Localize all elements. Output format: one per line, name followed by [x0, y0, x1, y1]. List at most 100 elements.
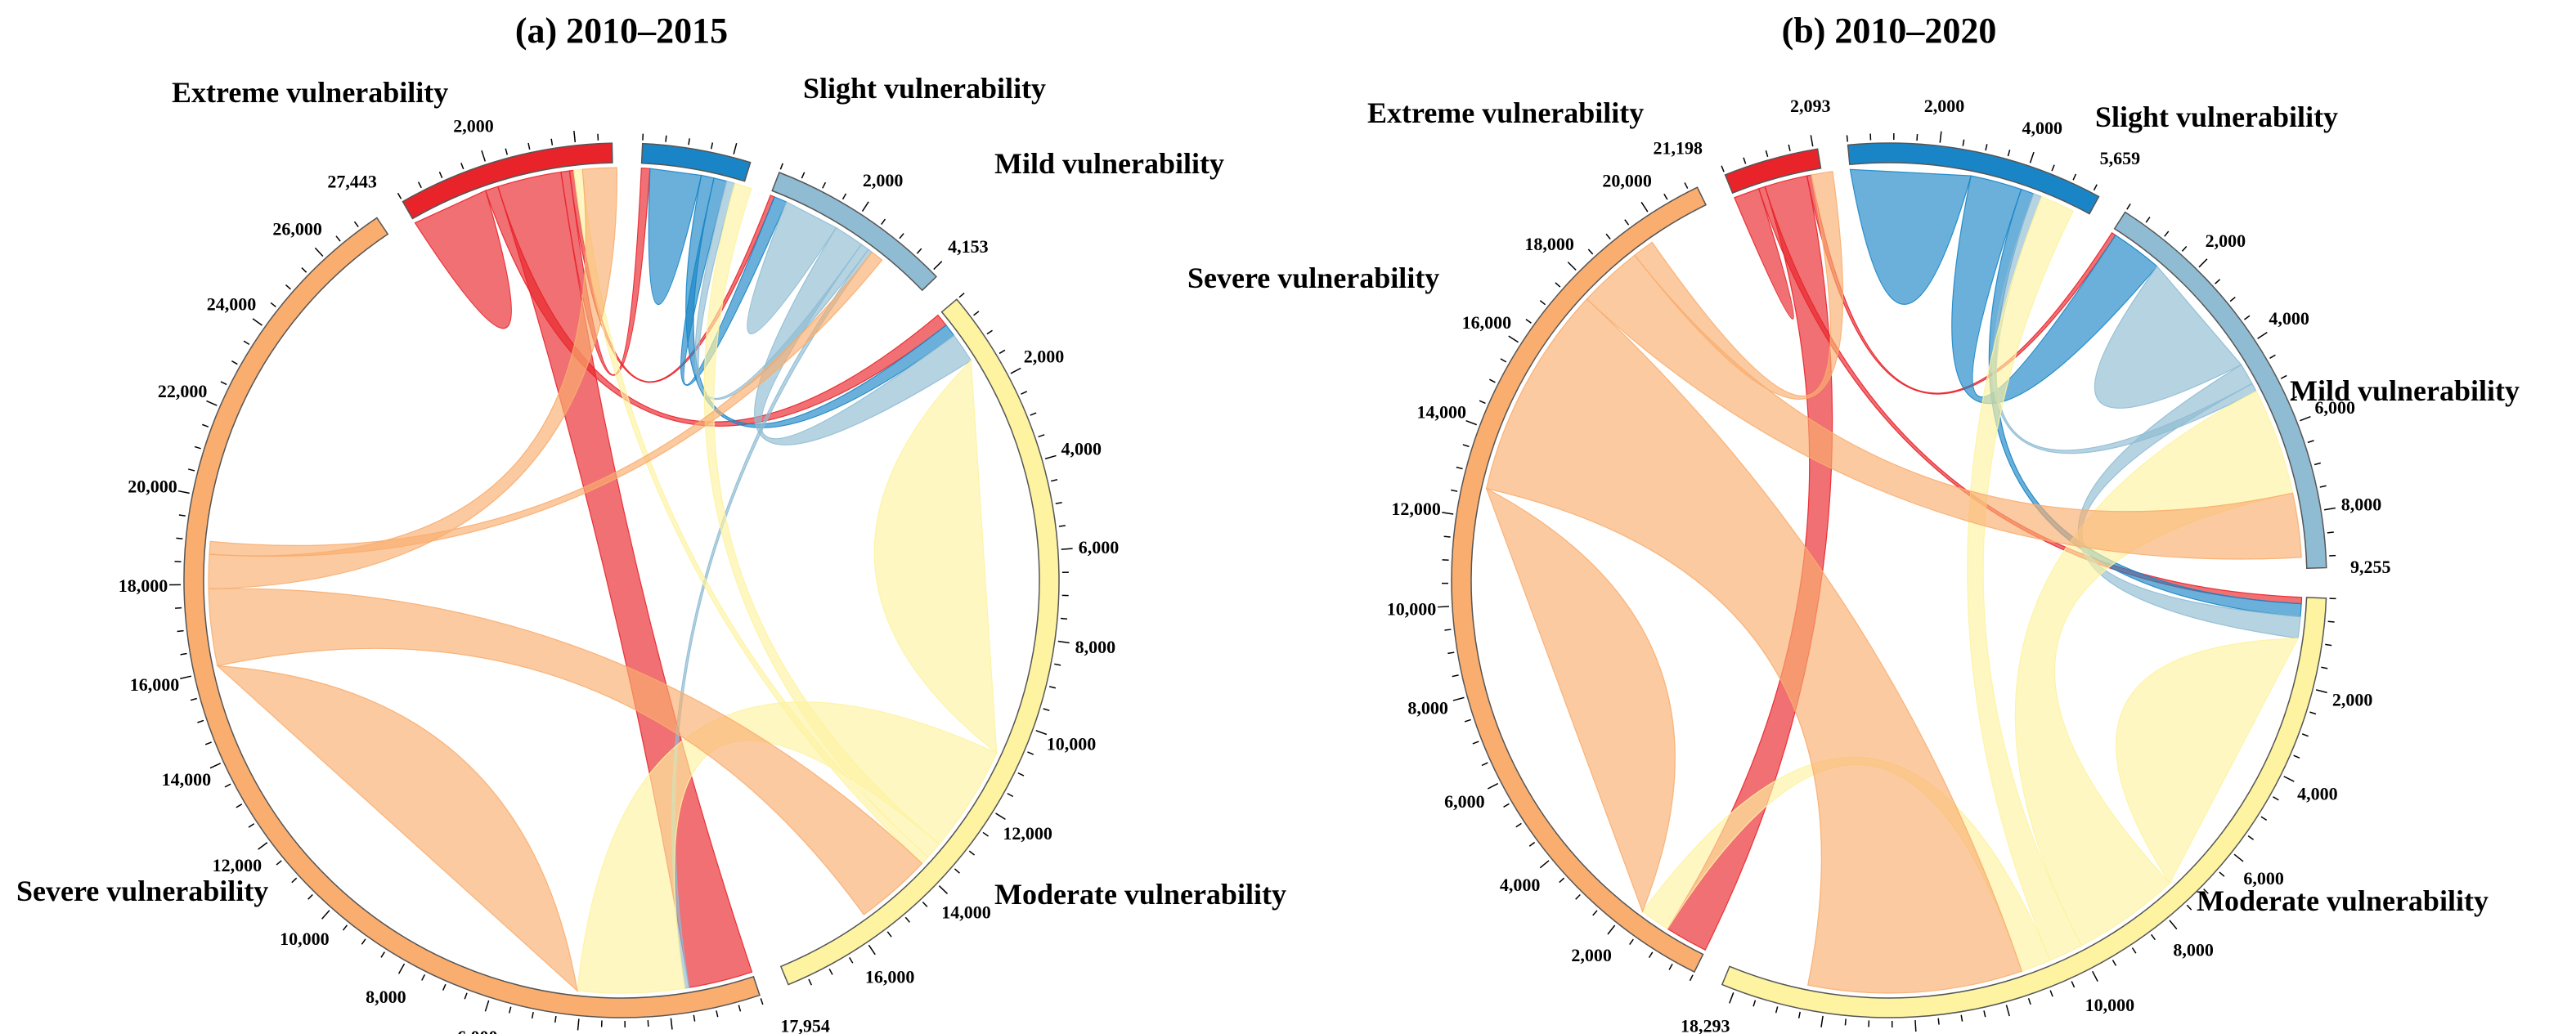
tick-severe-11500 [1443, 535, 1451, 538]
chord-severe-to-severe [216, 665, 578, 992]
tick-severe-5500 [1503, 803, 1510, 808]
tick-slight-2000 [1939, 131, 1942, 143]
tick-moderate-0 [958, 292, 965, 298]
tick-severe-21500 [202, 423, 209, 427]
tick-moderate-5500 [2247, 835, 2255, 840]
tick-mild-3000 [899, 233, 904, 239]
tick-severe-2000 [670, 1018, 673, 1030]
tick-moderate-11500 [2027, 998, 2031, 1005]
tick-extreme-1000 [1765, 150, 1769, 158]
tick-moderate-6500 [2219, 871, 2225, 877]
tick-moderate-7500 [1060, 617, 1068, 620]
tick-severe-15500 [190, 697, 197, 701]
tick-mild-2000 [2198, 258, 2208, 268]
tick-severe-0 [1689, 974, 1694, 982]
panel-b-label-moderate: Moderate vulnerability [2197, 884, 2488, 917]
tick-extreme-500 [417, 181, 422, 189]
tick-severe-9500 [1444, 629, 1452, 631]
tick-moderate-5000 [1055, 502, 1062, 504]
tick-moderate-16500 [848, 957, 854, 964]
tick-extreme-0 [1721, 165, 1725, 172]
tick-severe-17000 [177, 629, 184, 633]
panel-a: (a) 2010–2015 2,000 2,000 4,153 2,000 4,000 6… [16, 11, 1286, 1034]
tick-moderate-1000 [986, 329, 993, 335]
tick-severe-24000 [252, 318, 263, 326]
panel-a-label-severe: Severe vulnerability [16, 875, 268, 907]
panel-a-label-extreme: Extreme vulnerability [172, 76, 448, 109]
tick-label-severe-18000: 18,000 [119, 575, 168, 596]
total-label-slight: 5,659 [2100, 148, 2141, 168]
tick-severe-12000 [258, 842, 268, 850]
chord-moderate-to-slight [703, 182, 940, 858]
chord-extreme-to-mild [1806, 174, 2116, 395]
tick-moderate-16000 [1820, 1015, 1824, 1027]
tick-label-severe-16000: 16,000 [1462, 312, 1512, 333]
tick-label-moderate-6000: 6,000 [1079, 537, 1120, 557]
tick-severe-4000 [1539, 860, 1550, 869]
tick-slight-5500 [2093, 184, 2098, 191]
tick-moderate-11500 [1007, 792, 1014, 798]
tick-severe-10000 [321, 910, 330, 920]
tick-severe-18500 [1587, 248, 1594, 255]
tick-label-moderate-10000: 10,000 [1047, 733, 1097, 754]
tick-label-severe-14000: 14,000 [1416, 401, 1466, 422]
tick-mild-6000 [2300, 415, 2311, 422]
panel-b-label-slight: Slight vulnerability [2095, 101, 2338, 133]
tick-mild-1500 [2181, 245, 2188, 252]
tick-severe-21000 [1684, 182, 1689, 189]
tick-severe-18000 [1567, 262, 1577, 271]
total-label-mild: 9,255 [2350, 557, 2391, 577]
tick-moderate-10500 [1027, 751, 1034, 755]
panel-a-arcs [183, 142, 1060, 1018]
tick-moderate-14000 [1914, 1020, 1917, 1032]
tick-label-severe-6000: 6,000 [457, 1027, 498, 1034]
tick-moderate-13500 [954, 868, 960, 874]
chord-severe-to-mild [209, 251, 883, 557]
tick-moderate-2000 [2315, 689, 2327, 694]
tick-severe-20000 [177, 490, 190, 495]
tick-moderate-8500 [1054, 663, 1061, 666]
tick-moderate-17500 [1752, 1000, 1757, 1007]
tick-moderate-17000 [1775, 1006, 1779, 1014]
total-label-severe: 21,198 [1654, 138, 1703, 159]
tick-severe-22000 [206, 400, 218, 406]
tick-severe-8500 [380, 951, 385, 958]
chord-extreme-to-extreme [1734, 188, 1794, 320]
tick-severe-2000 [1607, 924, 1616, 935]
tick-mild-7500 [2319, 485, 2327, 488]
tick-moderate-4000 [2283, 776, 2295, 782]
tick-severe-13500 [224, 783, 231, 788]
tick-severe-0 [760, 998, 764, 1005]
tick-label-moderate-4000: 4,000 [2297, 783, 2338, 803]
tick-severe-14000 [1465, 419, 1478, 426]
arc-slight [1847, 142, 2100, 215]
tick-moderate-7000 [2203, 889, 2209, 894]
tick-severe-6500 [464, 992, 468, 1000]
tick-severe-26500 [335, 235, 341, 242]
tick-severe-14500 [204, 741, 212, 745]
tick-moderate-3000 [2301, 733, 2309, 737]
tick-severe-1500 [1629, 938, 1634, 945]
tick-severe-8000 [397, 963, 406, 974]
tick-mild-8500 [2327, 531, 2334, 534]
tick-moderate-12500 [1983, 1010, 1986, 1018]
tick-slight-1500 [710, 142, 714, 150]
tick-label-moderate-10000: 10,000 [2085, 995, 2135, 1015]
panel-a-label-slight: Slight vulnerability [803, 72, 1046, 105]
tick-label-severe-8000: 8,000 [1407, 698, 1448, 718]
tick-severe-21000 [194, 445, 201, 450]
total-label-extreme: 2,093 [1790, 96, 1831, 116]
tick-mild-500 [2145, 217, 2151, 223]
tick-severe-11000 [291, 877, 298, 884]
tick-severe-15500 [1500, 358, 1507, 363]
tick-severe-16500 [1525, 318, 1532, 324]
tick-moderate-12500 [982, 831, 990, 837]
tick-extreme-2000 [481, 150, 486, 162]
tick-severe-17500 [1555, 282, 1561, 288]
tick-label-mild-4000: 4,000 [2269, 308, 2309, 329]
tick-severe-12000 [1442, 512, 1454, 515]
panel-b-title: (b) 2010–2020 [1782, 11, 1997, 51]
arc-extreme [1724, 148, 1822, 195]
tick-label-moderate-14000: 14,000 [941, 902, 991, 923]
tick-severe-13500 [1462, 444, 1470, 448]
